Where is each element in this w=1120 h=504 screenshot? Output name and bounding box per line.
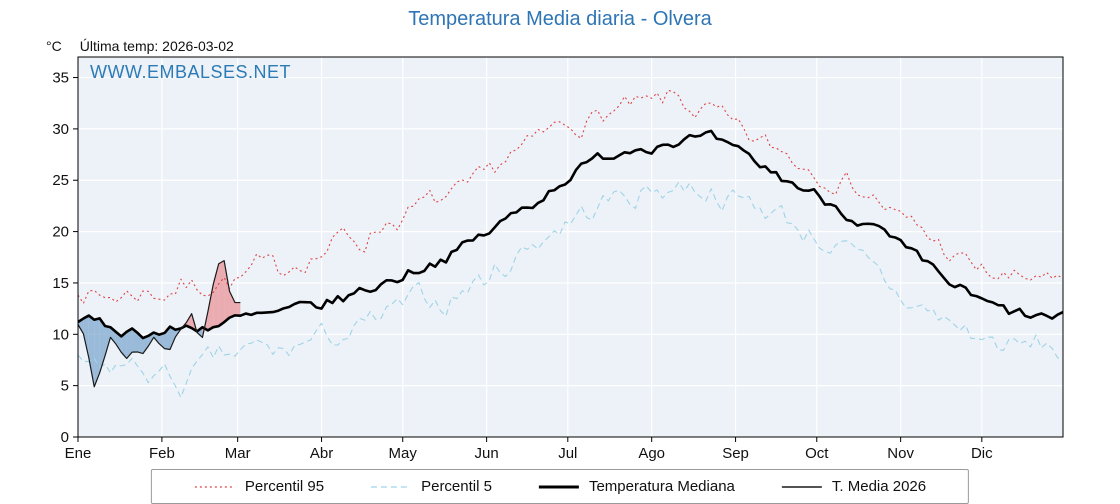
svg-text:May: May — [389, 445, 418, 462]
legend-label: Percentil 95 — [244, 478, 325, 495]
svg-text:30: 30 — [52, 121, 69, 138]
svg-text:Feb: Feb — [149, 445, 175, 462]
svg-text:Jul: Jul — [558, 445, 577, 462]
legend-line-sample — [371, 485, 412, 488]
svg-text:Jun: Jun — [475, 445, 499, 462]
svg-text:5: 5 — [61, 378, 69, 395]
legend-item-temperatura-mediana: Temperatura Mediana — [538, 478, 735, 495]
svg-text:15: 15 — [52, 275, 69, 292]
svg-text:Nov: Nov — [887, 445, 914, 462]
legend-line-sample — [781, 485, 822, 488]
svg-text:Sep: Sep — [722, 445, 749, 462]
axis-header: °C Última temp: 2026-03-02 — [46, 38, 234, 54]
svg-text:Mar: Mar — [225, 445, 251, 462]
legend-item-percentil-5: Percentil 5 — [370, 478, 492, 495]
legend-item-t-media-2026: T. Media 2026 — [781, 478, 926, 495]
last-temp-label: Última temp: 2026-03-02 — [79, 38, 234, 54]
legend-label: Percentil 5 — [421, 478, 492, 495]
legend-box: Percentil 95 Percentil 5 Temperatura Media… — [150, 469, 970, 504]
y-axis-unit-label: °C — [46, 38, 62, 54]
svg-text:10: 10 — [52, 326, 69, 343]
watermark-text: WWW.EMBALSES.NET — [90, 62, 292, 82]
legend-label: Temperatura Mediana — [588, 478, 735, 495]
legend-item-percentil-95: Percentil 95 — [194, 478, 324, 495]
svg-text:Dic: Dic — [971, 445, 993, 462]
legend-line-sample — [194, 485, 235, 488]
svg-text:25: 25 — [52, 172, 69, 189]
svg-text:35: 35 — [52, 70, 69, 87]
svg-text:Oct: Oct — [805, 445, 829, 462]
svg-text:Ago: Ago — [638, 445, 665, 462]
svg-text:Ene: Ene — [65, 445, 92, 462]
legend-line-sample — [538, 484, 579, 489]
svg-text:Abr: Abr — [310, 445, 333, 462]
svg-text:0: 0 — [61, 429, 69, 446]
legend-label: T. Media 2026 — [831, 478, 927, 495]
svg-text:20: 20 — [52, 224, 69, 241]
page-title: Temperatura Media diaria - Olvera — [408, 8, 712, 30]
